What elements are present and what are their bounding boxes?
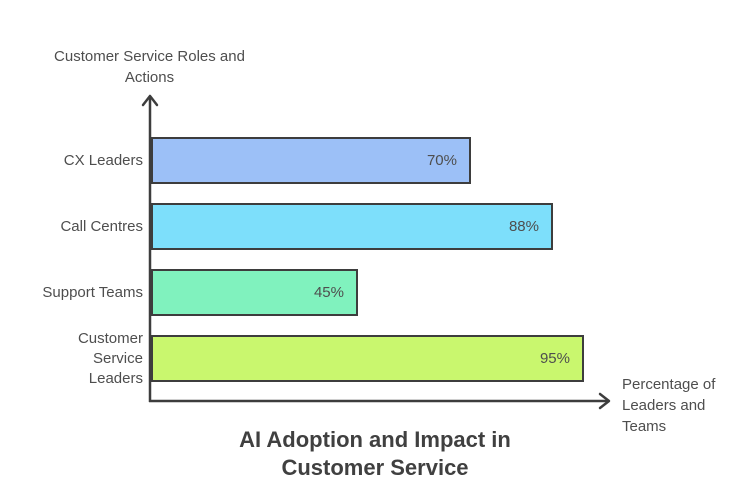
- x-axis-title: Percentage of Leaders and Teams: [622, 376, 716, 435]
- x-axis-arrow: [149, 392, 611, 410]
- category-label-cx-leaders: CX Leaders: [63, 152, 143, 169]
- category-label-customer-service-leaders: Customer Service Leaders: [77, 330, 143, 387]
- bar-value-label: 95%: [539, 350, 570, 367]
- category-label-call-centres: Call Centres: [60, 218, 143, 235]
- category-label-support-teams: Support Teams: [42, 284, 143, 301]
- bar-value-label: 88%: [508, 218, 539, 235]
- bar-support-teams: 45%: [151, 269, 358, 316]
- bar-cx-leaders: 70%: [151, 137, 471, 184]
- chart-title: AI Adoption and Impact in Customer Servi…: [239, 427, 511, 480]
- bar-value-label: 45%: [313, 284, 344, 301]
- bar-customer-service-leaders: 95%: [151, 335, 584, 382]
- y-axis-title: Customer Service Roles and Actions: [54, 48, 245, 86]
- bar-call-centres: 88%: [151, 203, 553, 250]
- bar-value-label: 70%: [426, 152, 457, 169]
- y-axis-arrow: [141, 94, 159, 402]
